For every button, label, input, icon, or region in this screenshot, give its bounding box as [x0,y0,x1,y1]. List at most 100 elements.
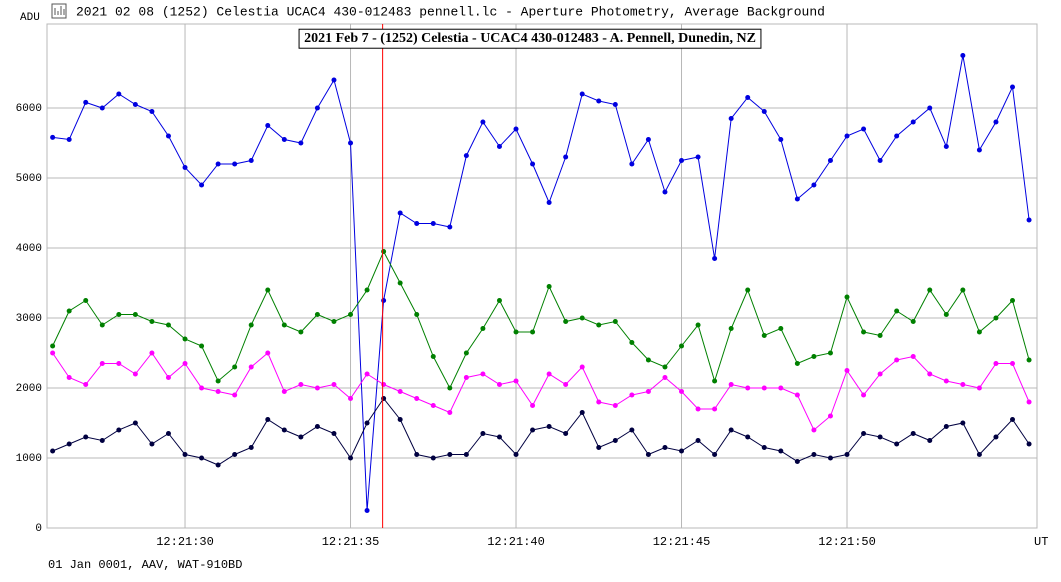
data-point [182,361,188,366]
data-point [314,312,320,317]
data-point [612,102,618,107]
data-point [794,361,800,366]
data-point [364,287,370,293]
data-point [993,361,999,366]
data-point [679,448,685,454]
data-point [761,445,767,450]
data-point [182,165,188,170]
data-point [695,438,701,443]
data-point [480,119,486,125]
y-tick-label: 1000 [16,453,42,465]
data-point [943,424,949,429]
data-point [629,161,635,167]
data-point [546,424,552,429]
data-point [281,389,287,394]
data-point [778,448,784,454]
data-point [364,420,370,426]
data-point [861,392,867,398]
data-point [794,196,800,202]
data-point [348,312,354,317]
data-point [662,445,668,450]
data-point [463,350,469,356]
data-point [248,445,254,450]
data-point [811,452,817,457]
data-point [894,133,900,139]
data-point [861,329,867,335]
footer: 01 Jan 0001, AAV, WAT-910BD [48,558,242,572]
data-point [513,452,519,457]
data-point [348,455,354,461]
data-point [827,350,833,356]
data-point [463,153,469,159]
data-point [530,427,536,433]
data-point [83,298,89,303]
data-point [496,434,502,440]
data-point [199,343,205,349]
data-point [116,361,122,366]
data-point [132,102,138,107]
data-point [381,396,387,401]
data-point [331,382,337,387]
data-point [66,137,72,142]
data-point [496,298,502,303]
data-point [215,389,221,394]
data-point [827,455,833,461]
data-point [927,287,933,293]
x-tick-label: 12:21:50 [818,535,876,549]
data-point [165,375,171,380]
data-point [530,403,536,408]
data-point [397,280,403,286]
data-point [794,392,800,398]
data-point [579,410,585,415]
data-point [629,427,635,433]
data-point [248,158,254,163]
data-point [132,371,138,377]
data-point [563,431,569,436]
data-point [927,371,933,377]
data-point [546,200,552,205]
data-point [960,287,966,293]
data-point [165,431,171,436]
data-point [298,382,304,387]
data-point [298,140,304,146]
data-point [215,462,221,468]
data-point [480,431,486,436]
data-point [348,140,354,146]
data-point [447,410,453,415]
data-point [662,375,668,380]
data-point [66,308,72,314]
data-point [530,329,536,335]
data-point [728,382,734,387]
series-line [52,250,1030,390]
data-point [265,123,271,128]
data-point [877,371,883,377]
data-point [745,95,751,100]
data-point [116,312,122,317]
data-point [248,322,254,328]
data-point [149,319,155,324]
series-line [52,55,1030,511]
data-point [844,294,850,300]
data-point [712,452,718,457]
data-point [232,364,238,370]
data-point [645,389,651,394]
y-tick-label: 3000 [16,313,42,325]
data-point [712,406,718,412]
y-tick-label: 4000 [16,243,42,255]
data-point [331,431,337,436]
data-point [381,249,387,254]
data-point [513,378,519,384]
data-point [414,452,420,457]
data-point [1010,298,1016,303]
data-point [679,158,685,163]
data-point [943,312,949,317]
data-point [463,452,469,457]
data-point [596,98,602,104]
data-point [348,396,354,401]
data-point [83,99,89,105]
data-point [50,343,56,349]
data-point [83,382,89,387]
data-point [579,91,585,97]
data-point [447,224,453,230]
data-point [99,361,105,366]
